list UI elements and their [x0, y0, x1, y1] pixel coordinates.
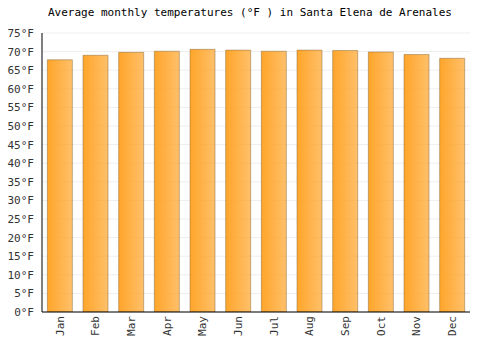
svg-text:Mar: Mar — [125, 316, 138, 336]
svg-text:15°F: 15°F — [8, 250, 35, 263]
svg-text:25°F: 25°F — [8, 213, 35, 226]
svg-text:55°F: 55°F — [8, 101, 35, 114]
svg-text:Nov: Nov — [410, 316, 423, 336]
svg-text:Aug: Aug — [303, 316, 316, 336]
svg-text:35°F: 35°F — [8, 176, 35, 189]
svg-text:Dec: Dec — [446, 316, 459, 336]
svg-text:70°F: 70°F — [8, 46, 35, 59]
svg-text:May: May — [196, 316, 209, 336]
svg-text:Jun: Jun — [232, 316, 245, 336]
svg-text:Jan: Jan — [54, 316, 67, 336]
svg-text:0°F: 0°F — [14, 306, 34, 319]
html-text:Average monthly temperatures (: Average monthly temperatures (°F ) in Sa… — [48, 6, 452, 19]
svg-text:45°F: 45°F — [8, 139, 35, 152]
svg-text:Jul: Jul — [268, 316, 281, 336]
svg-text:65°F: 65°F — [8, 64, 35, 77]
svg-text:Oct: Oct — [375, 316, 388, 336]
svg-text:20°F: 20°F — [8, 232, 35, 245]
svg-text:50°F: 50°F — [8, 120, 35, 133]
svg-text:Apr: Apr — [161, 316, 174, 336]
svg-text:5°F: 5°F — [14, 287, 34, 300]
svg-text:10°F: 10°F — [8, 269, 35, 282]
svg-text:75°F: 75°F — [8, 27, 35, 40]
svg-text:Sep: Sep — [339, 316, 352, 336]
svg-text:40°F: 40°F — [8, 157, 35, 170]
svg-text:Feb: Feb — [89, 316, 102, 336]
svg-text:30°F: 30°F — [8, 194, 35, 207]
svg-text:60°F: 60°F — [8, 83, 35, 96]
